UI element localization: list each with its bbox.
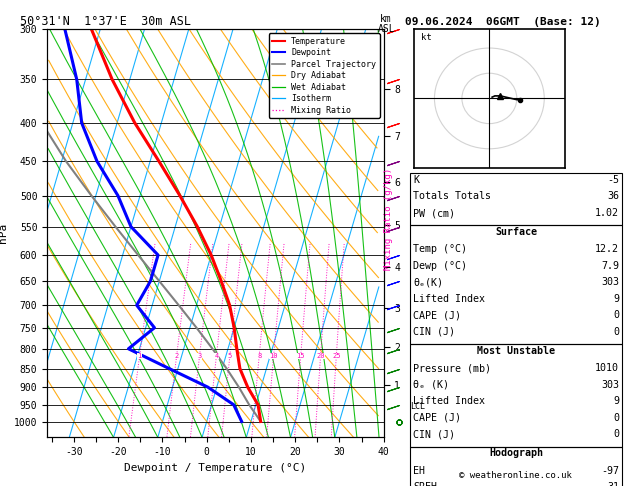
Text: θₑ(K): θₑ(K) [413,278,443,287]
Text: CIN (J): CIN (J) [413,430,455,439]
Text: Pressure (mb): Pressure (mb) [413,364,491,373]
Text: 2: 2 [174,353,179,359]
Text: Dewp (°C): Dewp (°C) [413,261,467,271]
Text: CAPE (J): CAPE (J) [413,413,461,423]
Text: 9: 9 [613,397,619,406]
Text: 1.02: 1.02 [595,208,619,218]
Text: 8: 8 [257,353,261,359]
Text: 25: 25 [332,353,340,359]
Text: θₑ (K): θₑ (K) [413,380,449,390]
Text: EH: EH [413,466,425,476]
Text: 3: 3 [198,353,202,359]
Text: PW (cm): PW (cm) [413,208,455,218]
Legend: Temperature, Dewpoint, Parcel Trajectory, Dry Adiabat, Wet Adiabat, Isotherm, Mi: Temperature, Dewpoint, Parcel Trajectory… [269,34,379,118]
Text: 0: 0 [613,311,619,320]
Text: km: km [381,14,392,24]
Text: Hodograph: Hodograph [489,448,543,458]
Text: ASL: ASL [377,24,395,34]
Text: 0: 0 [613,430,619,439]
Text: -97: -97 [601,466,619,476]
Text: 09.06.2024  06GMT  (Base: 12): 09.06.2024 06GMT (Base: 12) [405,17,601,27]
Text: 4: 4 [214,353,218,359]
Y-axis label: hPa: hPa [0,223,8,243]
Text: Totals Totals: Totals Totals [413,191,491,202]
Text: K: K [413,175,420,185]
Text: 36: 36 [607,191,619,202]
Text: 0: 0 [613,327,619,337]
Text: CAPE (J): CAPE (J) [413,311,461,320]
Text: 15: 15 [296,353,305,359]
Text: Lifted Index: Lifted Index [413,397,485,406]
Text: 5: 5 [228,353,232,359]
Text: 10: 10 [269,353,278,359]
Text: CIN (J): CIN (J) [413,327,455,337]
Text: Surface: Surface [495,227,537,237]
Text: 12.2: 12.2 [595,244,619,254]
Text: 20: 20 [316,353,325,359]
Text: 7.9: 7.9 [601,261,619,271]
Text: 303: 303 [601,278,619,287]
Text: Mixing Ratio (g/kg): Mixing Ratio (g/kg) [384,168,392,270]
Text: -5: -5 [607,175,619,185]
Text: 50°31'N  1°37'E  30m ASL: 50°31'N 1°37'E 30m ASL [20,15,191,28]
Text: kt: kt [421,34,431,42]
Text: 1010: 1010 [595,364,619,373]
Text: LCL: LCL [411,402,426,411]
Text: 303: 303 [601,380,619,390]
Text: © weatheronline.co.uk: © weatheronline.co.uk [459,471,572,480]
Text: Lifted Index: Lifted Index [413,294,485,304]
Text: 31: 31 [607,482,619,486]
X-axis label: Dewpoint / Temperature (°C): Dewpoint / Temperature (°C) [125,463,306,473]
Text: Most Unstable: Most Unstable [477,346,555,356]
Text: SREH: SREH [413,482,437,486]
Text: 9: 9 [613,294,619,304]
Text: 1: 1 [138,353,142,359]
Text: Temp (°C): Temp (°C) [413,244,467,254]
Text: 0: 0 [613,413,619,423]
